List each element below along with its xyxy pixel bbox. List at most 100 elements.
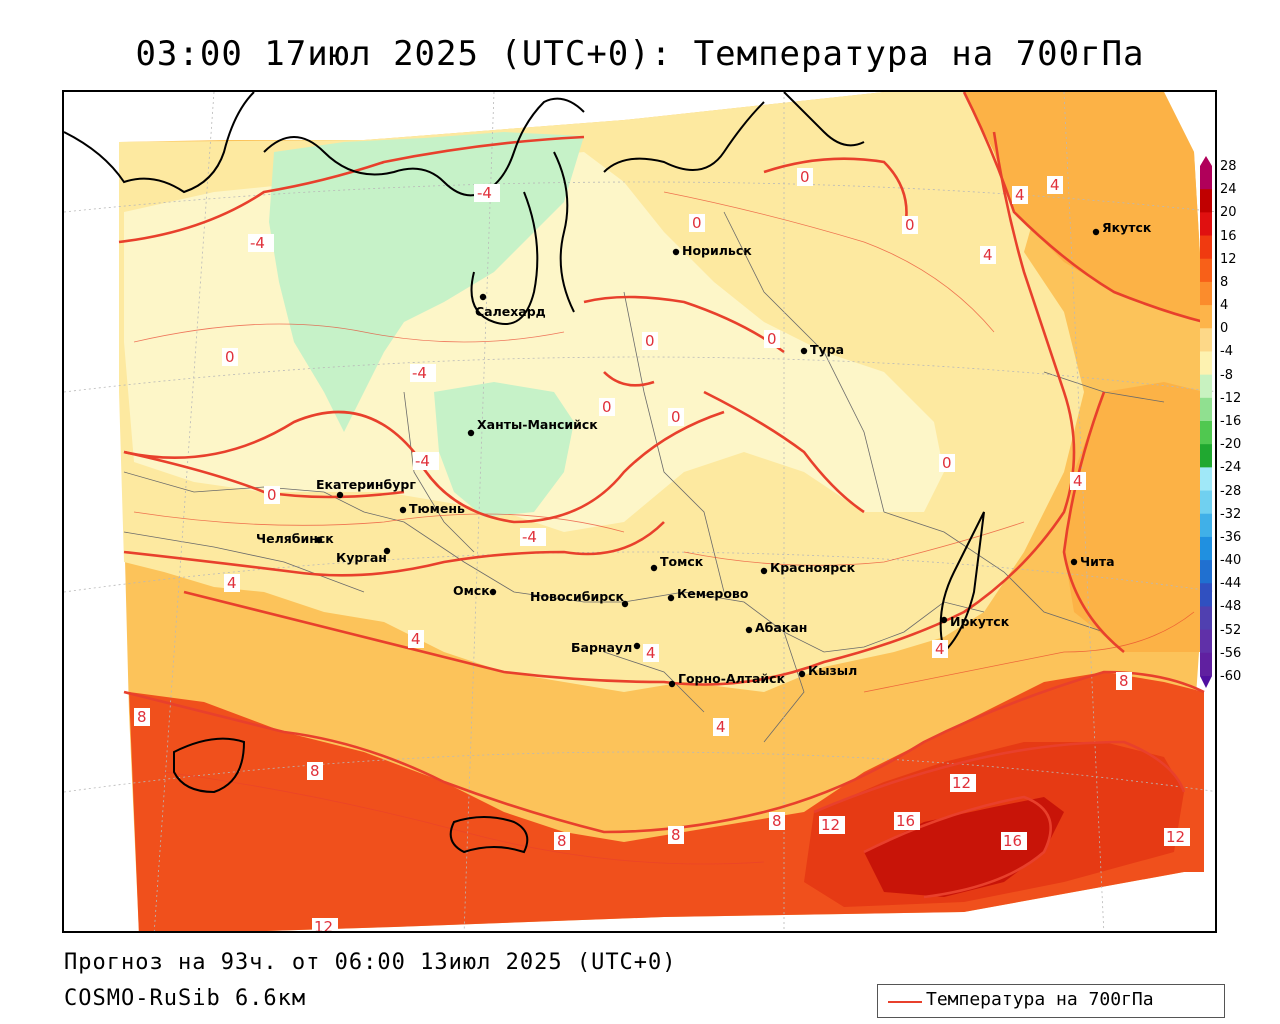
scale-label: 12: [1220, 251, 1237, 267]
city-khanty-mansiysk[interactable]: Ханты-Мансийск: [467, 417, 598, 437]
svg-text:-4: -4: [250, 234, 265, 252]
svg-text:Красноярск: Красноярск: [770, 560, 856, 575]
scale-label: -8: [1220, 367, 1233, 383]
city-tyumen[interactable]: Тюмень: [399, 501, 465, 516]
legend-label: Температура на 700гПа: [926, 989, 1154, 1010]
contour-label: 0: [764, 330, 780, 348]
svg-text:4: 4: [1015, 186, 1025, 204]
contour-label: 0: [797, 168, 813, 186]
contour-label: 4: [408, 630, 424, 648]
scale-swatch: [1200, 397, 1212, 422]
contour-label: 4: [713, 718, 729, 736]
contour-label: -4: [410, 364, 436, 382]
city-chita[interactable]: Чита: [1070, 554, 1115, 569]
scale-swatch: [1200, 305, 1212, 329]
svg-text:Салехард: Салехард: [475, 304, 546, 319]
scale-label: -44: [1220, 576, 1242, 592]
contour-label: 12: [1164, 828, 1190, 846]
city-tura[interactable]: Тура: [800, 342, 844, 357]
city-salekhard[interactable]: Салехард: [475, 293, 546, 319]
city-tomsk[interactable]: Томск: [650, 554, 704, 572]
contour-label: 4: [224, 574, 240, 592]
svg-text:12: 12: [1166, 828, 1185, 846]
city-kyzyl[interactable]: Кызыл: [798, 663, 857, 678]
svg-text:Барнаул: Барнаул: [571, 640, 632, 655]
city-gorno-altaysk[interactable]: Горно-Алтайск: [668, 671, 786, 688]
scale-swatch: [1200, 444, 1212, 468]
scale-swatch: [1200, 490, 1212, 515]
zone-cold-core-2: [434, 382, 574, 517]
contour-label: 4: [643, 644, 659, 662]
temperature-contours: [118, 92, 1205, 899]
zone-east-warm: [1064, 382, 1204, 652]
color-scale-bar: [1200, 156, 1212, 688]
svg-text:8: 8: [557, 832, 567, 850]
scale-label: 16: [1220, 228, 1237, 244]
svg-text:12: 12: [952, 774, 971, 792]
scale-swatch: [1200, 212, 1212, 237]
svg-text:-4: -4: [477, 184, 492, 202]
svg-text:0: 0: [905, 216, 915, 234]
svg-text:Челябинск: Челябинск: [256, 531, 334, 546]
contour-label: -4: [474, 184, 500, 202]
contour-label: 8: [668, 826, 684, 844]
temperature-map[interactable]: -4 -4 -4 -4 -4 0 0 0 0 0 0 0 0 0 0 4 4 4…: [64, 92, 1217, 933]
scale-label: 28: [1220, 159, 1237, 174]
scale-label: -56: [1220, 645, 1242, 661]
contour-label: -4: [248, 234, 274, 252]
contour-label: 4: [1047, 176, 1063, 194]
contour-label: 4: [980, 246, 996, 264]
contour-label: 16: [894, 812, 920, 830]
city-novosibirsk[interactable]: Новосибирск: [530, 589, 629, 608]
city-krasnoyarsk[interactable]: Красноярск: [760, 560, 856, 575]
scale-top-arrow: [1200, 156, 1212, 166]
contour-label: 4: [1012, 186, 1028, 204]
scale-label: -60: [1220, 669, 1242, 684]
svg-text:-4: -4: [522, 528, 537, 546]
svg-text:0: 0: [645, 332, 655, 350]
city-omsk[interactable]: Омск: [453, 583, 497, 598]
scale-label: 8: [1220, 274, 1229, 290]
scale-swatch: [1200, 421, 1212, 445]
svg-text:Курган: Курган: [336, 550, 387, 565]
svg-text:Кемерово: Кемерово: [677, 586, 749, 601]
city-irkutsk[interactable]: Иркутск: [940, 614, 1010, 629]
city-yekaterinburg[interactable]: Екатеринбург: [316, 477, 416, 499]
scale-label: -48: [1220, 599, 1242, 615]
svg-text:8: 8: [671, 826, 681, 844]
scale-swatch: [1200, 281, 1212, 306]
contour-label: 0: [642, 332, 658, 350]
legend: Температура на 700гПа: [877, 984, 1225, 1018]
svg-text:Тюмень: Тюмень: [409, 501, 465, 516]
city-norilsk[interactable]: Норильск: [672, 243, 752, 258]
contour-label: 0: [939, 454, 955, 472]
svg-text:0: 0: [692, 214, 702, 232]
contour-label: 8: [134, 708, 150, 726]
contour-label: 0: [902, 216, 918, 234]
svg-text:4: 4: [1073, 472, 1083, 490]
city-chelyabinsk[interactable]: Челябинск: [256, 531, 334, 546]
zone-cold-core: [269, 132, 584, 432]
scale-label: 0: [1220, 321, 1229, 337]
model-name: COSMO-RuSib 6.6км: [64, 986, 307, 1011]
svg-text:-4: -4: [415, 452, 430, 470]
svg-text:12: 12: [821, 816, 840, 834]
svg-text:8: 8: [772, 812, 782, 830]
city-kurgan[interactable]: Курган: [336, 547, 391, 565]
city-yakutsk[interactable]: Якутск: [1092, 220, 1152, 236]
scale-label: -52: [1220, 622, 1242, 638]
svg-text:0: 0: [671, 408, 681, 426]
svg-text:0: 0: [767, 330, 777, 348]
scale-swatch: [1200, 351, 1212, 376]
contour-label: 0: [689, 214, 705, 232]
contour-label: 4: [1070, 472, 1086, 490]
contour-label: -4: [413, 452, 439, 470]
city-abakan[interactable]: Абакан: [745, 620, 808, 635]
region-borders: [123, 211, 1165, 743]
svg-text:Екатеринбург: Екатеринбург: [316, 477, 416, 492]
scale-label: 24: [1220, 182, 1237, 198]
map-panel[interactable]: -4 -4 -4 -4 -4 0 0 0 0 0 0 0 0 0 0 4 4 4…: [62, 90, 1217, 933]
city-barnaul[interactable]: Барнаул: [571, 640, 641, 655]
scale-label: -36: [1220, 529, 1242, 545]
city-kemerovo[interactable]: Кемерово: [667, 586, 749, 602]
